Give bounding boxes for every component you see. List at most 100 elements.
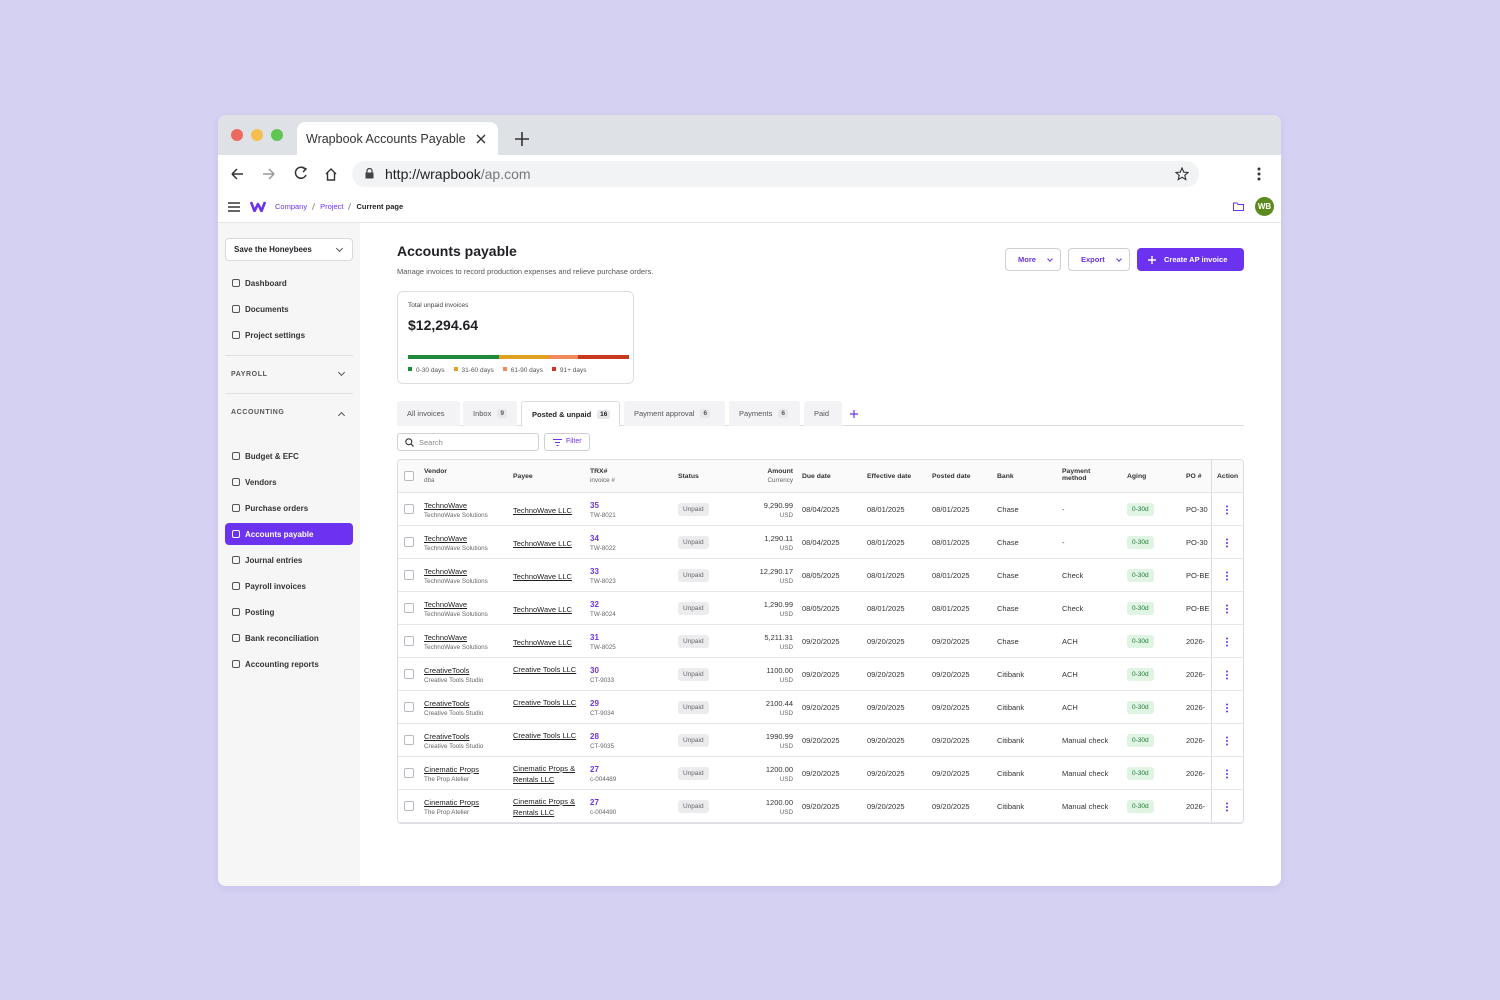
vendor-link[interactable]: TechnoWave [424, 633, 468, 642]
browser-menu[interactable] [1256, 166, 1262, 182]
bank-cell: Chase [997, 505, 1019, 514]
aging-segment [578, 355, 629, 359]
checkbox[interactable] [404, 603, 414, 613]
payee-link[interactable]: TechnoWave LLC [513, 605, 572, 614]
vendor-link[interactable]: TechnoWave [424, 501, 468, 510]
po-cell: 2026- [1186, 637, 1206, 646]
posted-cell: 09/20/2025 [932, 802, 970, 811]
trx-number[interactable]: 31 [590, 633, 599, 642]
sidebar-item[interactable]: Documents [225, 298, 353, 320]
payee-link[interactable]: Creative Tools LLC [513, 665, 577, 674]
sidebar-item[interactable]: Bank reconciliation [225, 627, 353, 649]
payee-link[interactable]: TechnoWave LLC [513, 506, 572, 515]
trx-number[interactable]: 29 [590, 699, 599, 708]
trx-number[interactable]: 27 [590, 765, 599, 774]
checkbox[interactable] [404, 504, 414, 514]
tab[interactable]: Payments 6 [729, 401, 800, 426]
new-tab[interactable] [515, 132, 529, 146]
sidebar-item[interactable]: Project settings [225, 324, 353, 346]
row-actions[interactable] [1225, 505, 1229, 515]
trx-number[interactable]: 30 [590, 666, 599, 675]
checkbox[interactable] [404, 537, 414, 547]
payee-link[interactable]: Cinematic Props & Rentals LLC [513, 797, 576, 817]
tab[interactable]: Posted & unpaid 16 [521, 401, 620, 427]
sidebar-item[interactable]: Dashboard [225, 272, 353, 294]
row-actions[interactable] [1225, 802, 1229, 812]
row-actions[interactable] [1225, 670, 1229, 680]
export-button[interactable]: Export [1068, 248, 1130, 271]
checkbox[interactable] [404, 636, 414, 646]
tab[interactable]: Paid [804, 401, 842, 426]
folder-icon[interactable] [1233, 202, 1244, 211]
trx-number[interactable]: 27 [590, 798, 599, 807]
sidebar-item[interactable]: Posting [225, 601, 353, 623]
checkbox[interactable] [404, 801, 414, 811]
tab[interactable]: Payment approval 6 [624, 401, 725, 426]
checkbox[interactable] [404, 471, 414, 481]
payee-link[interactable]: Creative Tools LLC [513, 731, 577, 740]
row-actions[interactable] [1225, 637, 1229, 647]
create-button[interactable]: Create AP invoice [1137, 248, 1244, 271]
vendor-link[interactable]: CreativeTools [424, 666, 470, 675]
trx-number[interactable]: 28 [590, 732, 599, 741]
row-actions[interactable] [1225, 538, 1229, 548]
trx-number[interactable]: 34 [590, 534, 599, 543]
bookmark-star[interactable] [1175, 167, 1189, 181]
project-select[interactable]: Save the Honeybees [225, 238, 353, 261]
payee-link[interactable]: Cinematic Props & Rentals LLC [513, 764, 576, 784]
payee-link[interactable]: TechnoWave LLC [513, 572, 572, 581]
vendor-link[interactable]: CreativeTools [424, 699, 470, 708]
row-actions[interactable] [1225, 703, 1229, 713]
tab[interactable]: All invoices [397, 401, 460, 426]
logo[interactable] [250, 201, 268, 212]
trx-number[interactable]: 32 [590, 600, 599, 609]
checkbox[interactable] [404, 570, 414, 580]
vendor-link[interactable]: Cinematic Props [424, 798, 480, 807]
trx-number[interactable]: 33 [590, 567, 599, 576]
bank-cell: Citibank [997, 769, 1025, 778]
vendor-link[interactable]: CreativeTools [424, 732, 470, 741]
row-actions[interactable] [1225, 736, 1229, 746]
close-tab[interactable] [476, 134, 486, 144]
aging-pill: 0-30d [1127, 701, 1154, 714]
sidebar-item[interactable]: Budget & EFC [225, 445, 353, 467]
nav-icons[interactable] [230, 166, 360, 182]
menu-button[interactable] [228, 202, 240, 212]
sidebar-icon [232, 305, 240, 313]
sidebar-item[interactable]: Payroll invoices [225, 575, 353, 597]
vendor-link[interactable]: TechnoWave [424, 534, 468, 543]
trx-number[interactable]: 35 [590, 501, 599, 510]
payee-link[interactable]: TechnoWave LLC [513, 539, 572, 548]
aging-pill: 0-30d [1127, 602, 1154, 615]
browser-tab[interactable]: Wrapbook Accounts Payable [297, 122, 498, 155]
sidebar-item[interactable]: Accounts payable [225, 523, 353, 545]
checkbox[interactable] [404, 702, 414, 712]
filter-button[interactable]: Filter [544, 433, 590, 451]
status-cell: Unpaid [678, 734, 709, 747]
payee-link[interactable]: Creative Tools LLC [513, 698, 577, 707]
sidebar-item[interactable]: Accounting reports [225, 653, 353, 675]
tab[interactable]: Inbox 9 [463, 401, 517, 426]
sidebar-section-title[interactable]: ACCOUNTING [231, 409, 285, 416]
checkbox[interactable] [404, 735, 414, 745]
sidebar-item[interactable]: Vendors [225, 471, 353, 493]
checkbox[interactable] [404, 669, 414, 679]
breadcrumb[interactable]: Company [275, 202, 308, 211]
vendor-link[interactable]: Cinematic Props [424, 765, 480, 774]
row-actions[interactable] [1225, 769, 1229, 779]
sidebar-section-title[interactable]: PAYROLL [231, 371, 268, 378]
url-field[interactable]: http://wrapbook/ap.com [352, 161, 1199, 187]
row-actions[interactable] [1225, 604, 1229, 614]
search-field[interactable]: Search [397, 433, 539, 451]
row-actions[interactable] [1225, 571, 1229, 581]
vendor-link[interactable]: TechnoWave [424, 567, 468, 576]
avatar[interactable]: WB [1255, 197, 1274, 216]
payee-link[interactable]: TechnoWave LLC [513, 638, 572, 647]
checkbox[interactable] [404, 768, 414, 778]
sidebar-item[interactable]: Purchase orders [225, 497, 353, 519]
more-button[interactable]: More [1005, 248, 1061, 271]
vendor-link[interactable]: TechnoWave [424, 600, 468, 609]
sidebar-item[interactable]: Journal entries [225, 549, 353, 571]
breadcrumb[interactable]: Project [320, 202, 344, 211]
add-tab[interactable] [850, 410, 858, 418]
